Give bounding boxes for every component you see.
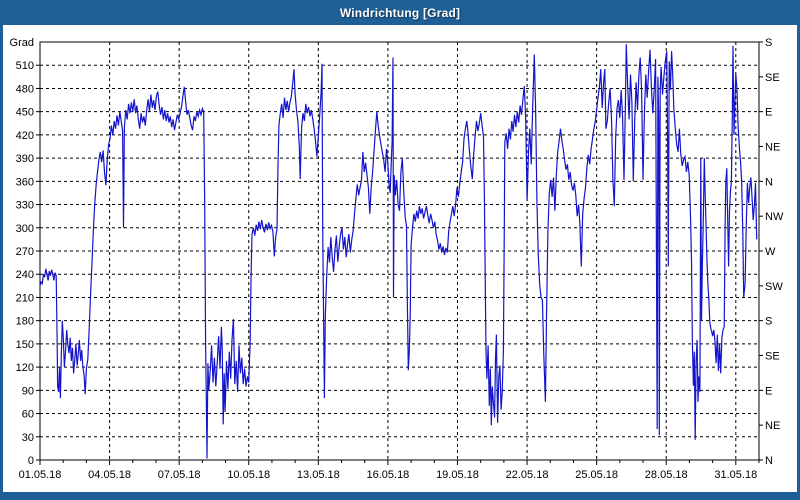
- y-left-label: 240: [16, 269, 34, 281]
- compass-label: E: [765, 107, 772, 119]
- y-left-label: 180: [16, 316, 34, 328]
- x-axis-label: 13.05.18: [297, 469, 340, 481]
- window-title: Windrichtung [Grad]: [339, 5, 461, 20]
- y-left-label: 60: [22, 409, 34, 421]
- y-left-label: 90: [22, 385, 34, 397]
- y-left-label: 420: [16, 130, 34, 142]
- y-left-label: 0: [28, 455, 34, 467]
- y-left-label: 480: [16, 83, 34, 95]
- chart-content: 0 30 60 90 120 150 180 210 240 270 300 330 360 390 420…: [3, 25, 797, 492]
- wind-direction-line: [39, 44, 758, 459]
- x-axis-label: 25.05.18: [575, 469, 618, 481]
- y-left-label: 360: [16, 176, 34, 188]
- title-bar[interactable]: Windrichtung [Grad]: [0, 0, 800, 25]
- x-axis-label: 31.05.18: [714, 469, 757, 481]
- y-left-label: 330: [16, 200, 34, 212]
- compass-label: E: [765, 385, 772, 397]
- x-axis-label: 01.05.18: [19, 469, 62, 481]
- y-left-label: 510: [16, 60, 34, 72]
- y-left-label: 210: [16, 292, 34, 304]
- x-axis-label: 19.05.18: [436, 469, 479, 481]
- compass-label: S: [765, 316, 772, 328]
- compass-label: NE: [765, 142, 780, 154]
- compass-label: SE: [765, 351, 780, 363]
- y-left-label: 390: [16, 153, 34, 165]
- chart-plot-area: 0 30 60 90 120 150 180 210 240 270 300 330 360 390 420…: [10, 37, 784, 481]
- y-left-label: 120: [16, 362, 34, 374]
- compass-label: N: [765, 176, 773, 188]
- compass-label: SE: [765, 72, 780, 84]
- y-left-label: 30: [22, 432, 34, 444]
- compass-label: S: [765, 37, 772, 49]
- x-axis-label: 04.05.18: [88, 469, 131, 481]
- x-axis-label: 07.05.18: [158, 469, 201, 481]
- x-axis-label: 28.05.18: [645, 469, 688, 481]
- compass-label: W: [765, 246, 776, 258]
- compass-label: N: [765, 455, 773, 467]
- x-axis-label: 16.05.18: [366, 469, 409, 481]
- y-left-label: 270: [16, 246, 34, 258]
- compass-label: NW: [765, 211, 784, 223]
- compass-label: SW: [765, 281, 783, 293]
- y-axis-caption: Grad: [10, 37, 34, 49]
- y-left-label: 450: [16, 107, 34, 119]
- y-left-label: 300: [16, 223, 34, 235]
- compass-label: NE: [765, 420, 780, 432]
- x-axis-label: 22.05.18: [506, 469, 549, 481]
- x-axis-label: 10.05.18: [227, 469, 270, 481]
- y-left-label: 150: [16, 339, 34, 351]
